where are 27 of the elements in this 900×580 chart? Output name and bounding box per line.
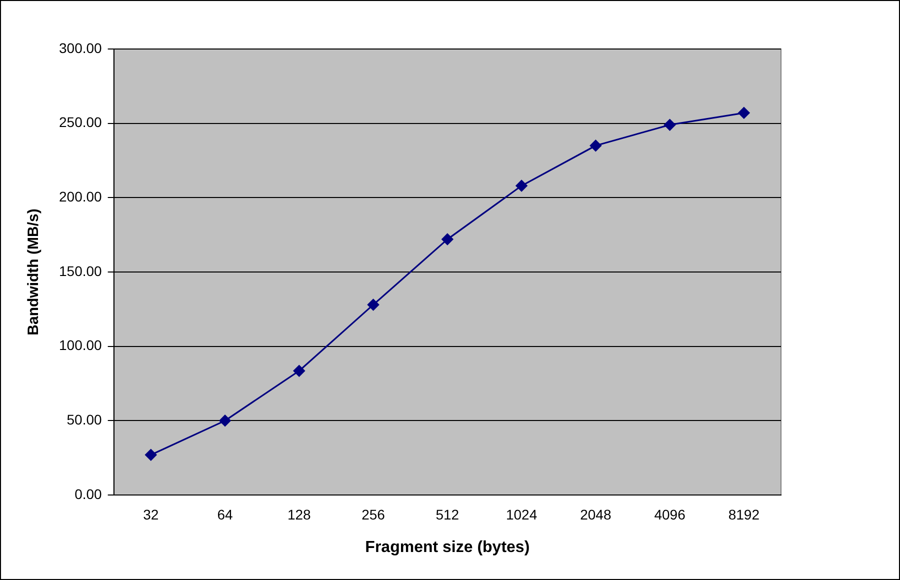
y-tick-label: 150.00 bbox=[58, 262, 102, 279]
x-tick-label: 512 bbox=[436, 506, 460, 522]
x-tick-label: 64 bbox=[217, 506, 234, 522]
y-tick-label: 50.00 bbox=[66, 412, 102, 428]
y-axis-title: Bandwidth (MB/s) bbox=[25, 208, 42, 336]
y-tick-label: 250.00 bbox=[58, 114, 102, 130]
x-tick-label: 1024 bbox=[506, 506, 538, 522]
point bbox=[367, 298, 380, 311]
x-tick-label: 8192 bbox=[728, 506, 760, 522]
x-tick-label: 2048 bbox=[580, 506, 612, 522]
point bbox=[738, 107, 750, 119]
x-tick-label: 4096 bbox=[654, 506, 686, 522]
y-tick-label: 100.00 bbox=[58, 337, 102, 354]
y-tick-label: 0.00 bbox=[74, 486, 102, 502]
y-tick-label: 300.00 bbox=[58, 40, 102, 56]
point bbox=[442, 233, 454, 246]
y-tick-label: 200.00 bbox=[58, 188, 102, 205]
point bbox=[664, 119, 676, 131]
point bbox=[219, 414, 231, 426]
x-tick-label: 256 bbox=[362, 506, 386, 522]
point bbox=[516, 180, 528, 192]
x-tick-label: 128 bbox=[287, 506, 312, 522]
point bbox=[145, 449, 157, 461]
x-tick-label: 32 bbox=[143, 506, 159, 522]
point bbox=[293, 365, 305, 377]
point bbox=[590, 140, 602, 152]
x-axis-title: Fragment size (bytes) bbox=[365, 538, 530, 556]
